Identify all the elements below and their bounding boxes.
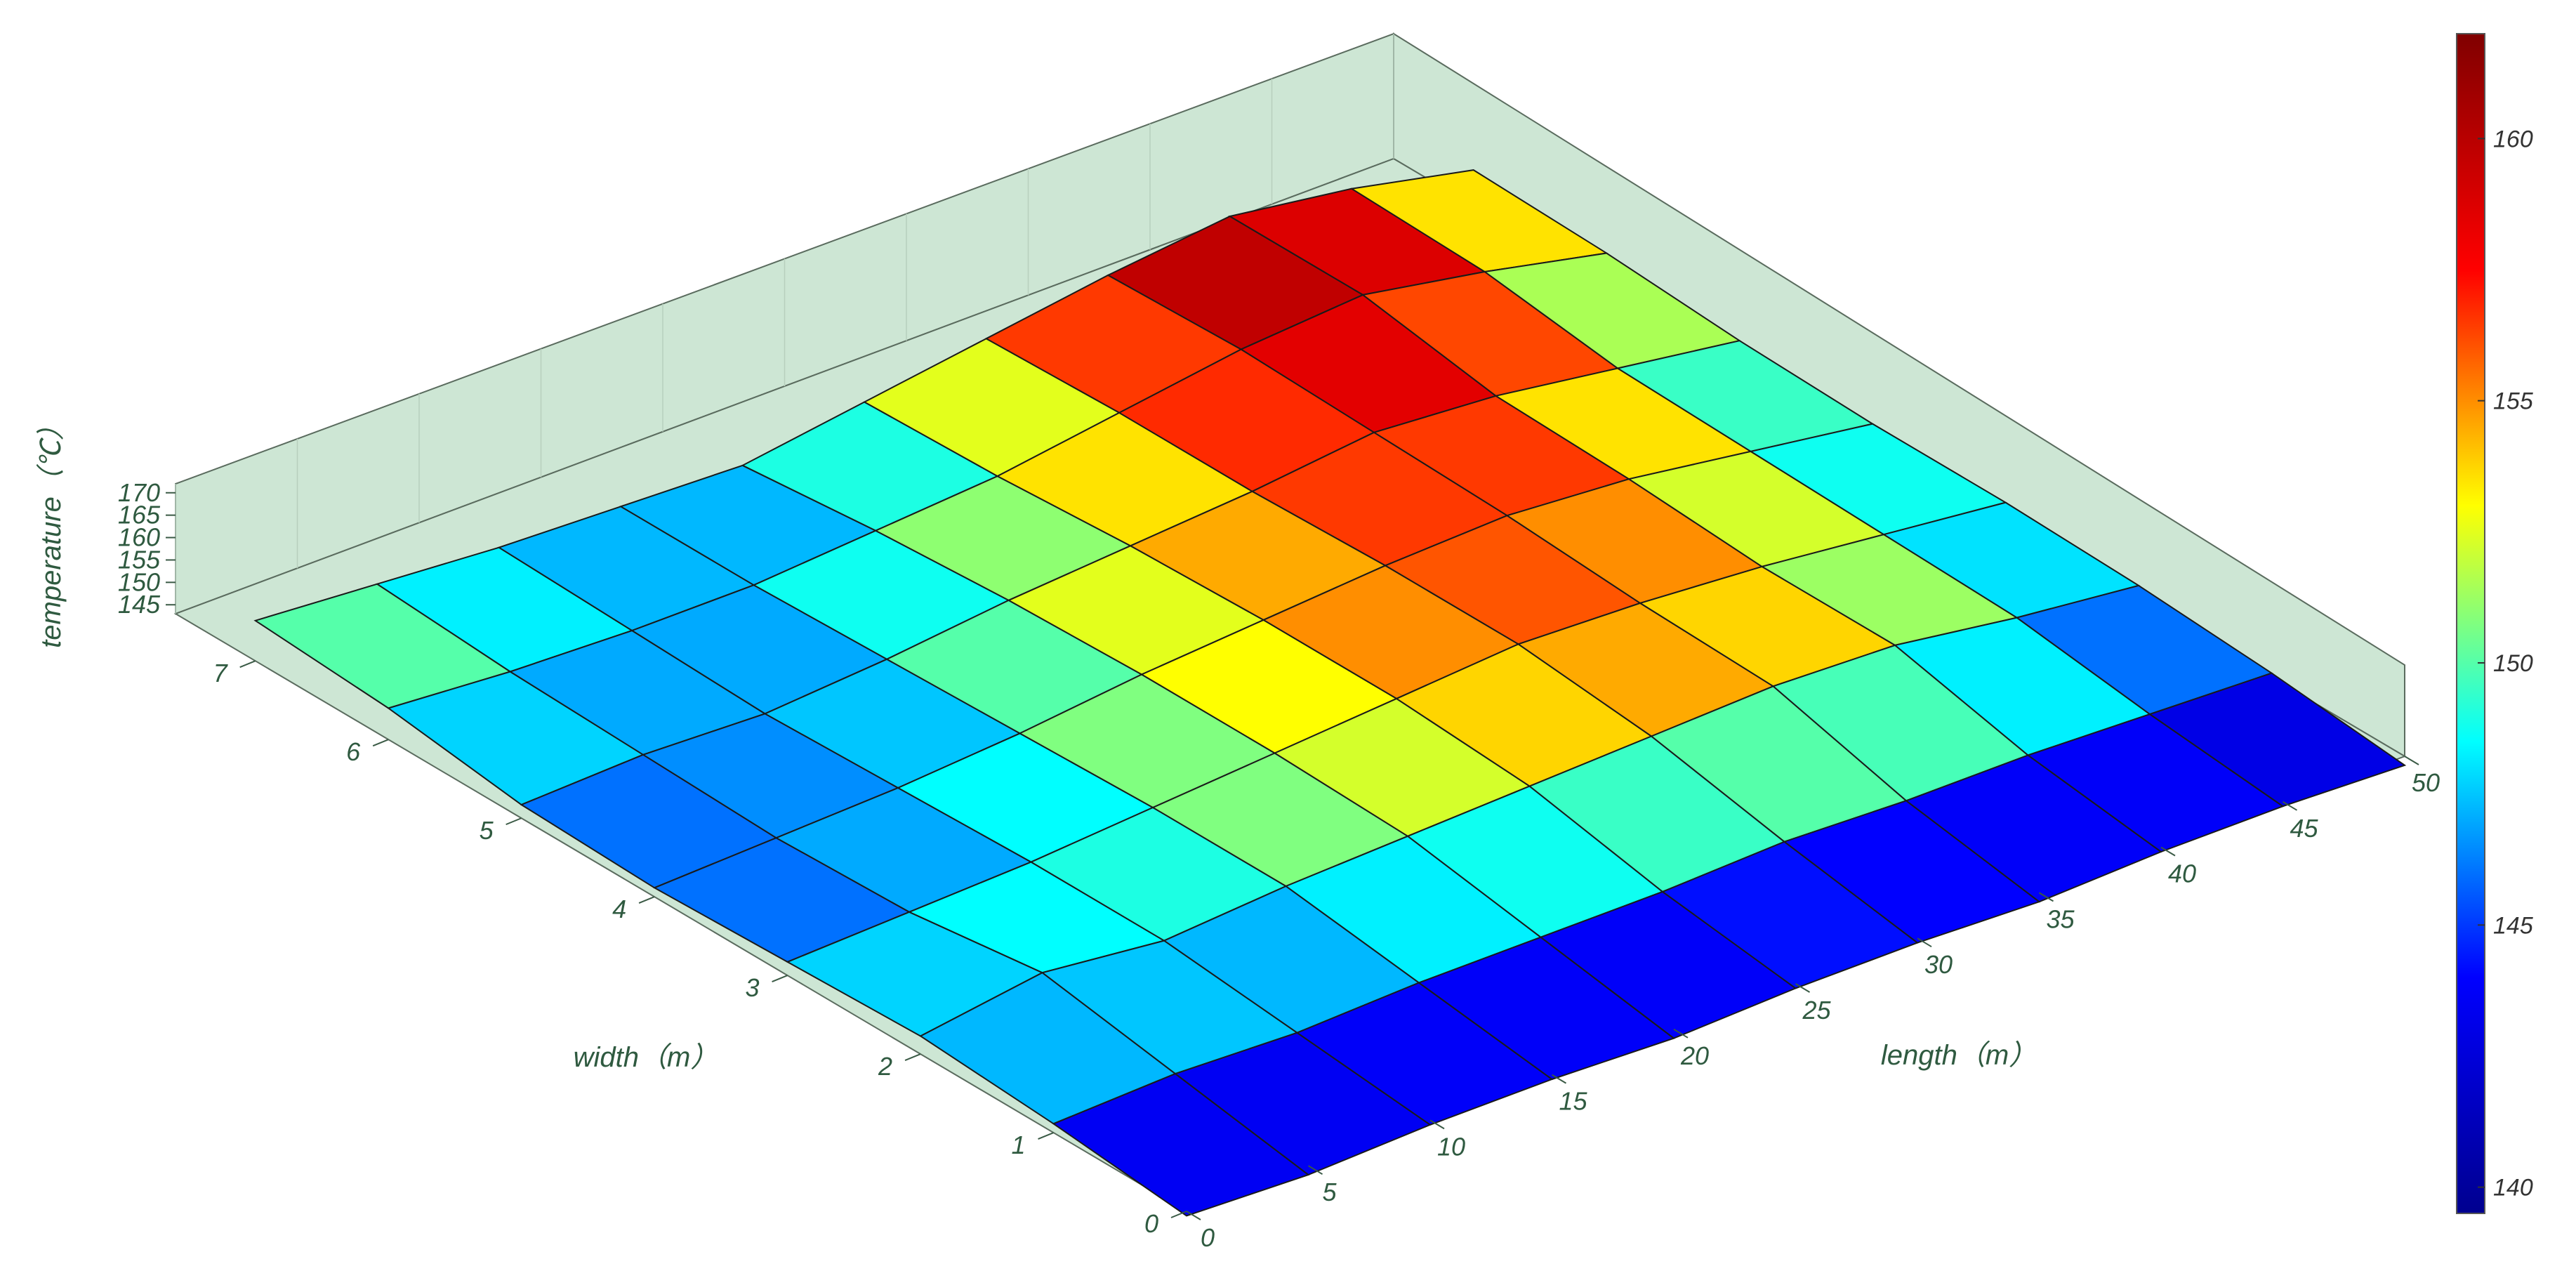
length-tick-label: 45 [2290,814,2318,843]
temperature-surface [253,169,2407,1217]
width-tick-mark [772,975,788,983]
z-tick-label: 150 [118,567,160,596]
length-tick-mark [1673,1028,1689,1039]
colorbar: 140 145 150 155 160 [2456,33,2533,1214]
width-axis: 0 1 2 3 4 5 6 7 [213,659,1187,1238]
colorbar-tick-label: 150 [2493,650,2533,677]
length-axis-title: length（m） [1881,1040,2037,1071]
width-tick-label: 3 [746,973,760,1002]
colorbar-scale [2456,33,2485,1214]
length-tick-label: 5 [1322,1178,1337,1206]
length-tick-mark [2282,801,2298,811]
width-tick-label: 5 [480,816,494,845]
length-tick-label: 10 [1437,1132,1465,1161]
length-tick-label: 30 [1924,950,1953,979]
length-tick-mark [1429,1119,1445,1130]
width-tick-mark [1170,1211,1187,1218]
width-tick-label: 7 [213,659,229,687]
width-tick-label: 4 [612,895,626,923]
width-tick-label: 6 [346,737,361,766]
length-tick-mark [1551,1074,1567,1084]
length-tick-mark [1795,983,1811,993]
colorbar-tick-label: 145 [2493,912,2533,939]
width-tick-label: 0 [1144,1209,1158,1238]
length-tick-label: 25 [1802,996,1831,1025]
z-tick-label: 160 [118,523,160,552]
width-tick-label: 1 [1011,1131,1025,1159]
width-tick-mark [904,1053,921,1061]
width-tick-mark [638,896,655,904]
length-tick-label: 35 [2046,904,2075,933]
length-tick-label: 15 [1559,1087,1587,1116]
z-tick-label: 155 [118,545,161,574]
width-tick-mark [506,817,522,826]
length-axis: 0 5 10 15 20 25 30 35 40 45 50 [1186,756,2440,1252]
colorbar-ticks: 140 145 150 155 160 [2478,126,2533,1201]
colorbar-tick-label: 155 [2493,388,2533,415]
width-tick-label: 2 [878,1052,892,1081]
width-tick-mark [1038,1132,1054,1140]
z-tick-label: 165 [118,501,161,529]
width-tick-mark [239,660,256,668]
length-tick-mark [1917,937,1932,948]
length-tick-label: 0 [1201,1223,1215,1252]
colorbar-tick-label: 140 [2493,1175,2533,1201]
length-tick-mark [2038,892,2054,902]
length-tick-mark [1307,1165,1323,1175]
surface-patch [2148,672,2407,808]
z-tick-label: 170 [118,478,160,507]
z-axis-title: temperature（℃） [36,412,67,648]
length-tick-label: 50 [2412,768,2440,797]
length-tick-mark [1186,1211,1201,1220]
colorbar-tick-label: 160 [2493,126,2533,152]
z-tick-label: 145 [118,590,161,619]
width-axis-title: width（m） [574,1042,719,1073]
grid-lines [175,34,1394,614]
length-tick-mark [2404,756,2419,765]
length-tick-mark [2160,846,2176,857]
width-tick-mark [372,739,389,747]
length-tick-label: 20 [1680,1041,1709,1070]
length-tick-label: 40 [2168,859,2196,888]
